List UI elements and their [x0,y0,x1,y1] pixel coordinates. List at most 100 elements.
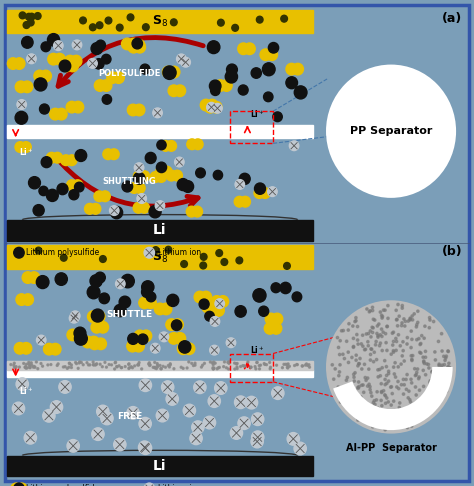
Circle shape [210,80,221,92]
Circle shape [285,364,287,365]
Circle shape [396,325,399,327]
Circle shape [440,332,443,335]
Circle shape [92,364,94,365]
Circle shape [156,172,166,182]
Circle shape [292,63,303,75]
Circle shape [67,180,77,191]
Circle shape [57,183,68,195]
Circle shape [367,345,369,347]
Circle shape [29,367,31,369]
Circle shape [383,309,385,312]
Circle shape [425,405,428,407]
Circle shape [390,404,392,406]
Circle shape [91,43,102,54]
Circle shape [221,80,232,91]
Circle shape [392,351,395,353]
Bar [7,220,313,241]
Circle shape [128,367,130,369]
Circle shape [134,365,136,367]
Circle shape [36,335,46,345]
Circle shape [130,366,132,368]
Circle shape [384,402,387,404]
Circle shape [306,363,308,365]
Circle shape [236,366,238,368]
Circle shape [113,72,124,84]
Circle shape [201,364,203,366]
Circle shape [418,376,420,378]
Circle shape [368,311,371,313]
Circle shape [134,39,145,51]
Circle shape [157,140,166,150]
Circle shape [371,406,373,408]
Circle shape [409,317,411,319]
Circle shape [137,364,139,366]
Circle shape [357,404,360,407]
Circle shape [95,364,97,365]
Circle shape [218,367,219,369]
Circle shape [160,368,162,370]
Circle shape [55,273,67,285]
Circle shape [215,299,225,309]
Circle shape [50,364,52,365]
Circle shape [357,386,359,389]
Circle shape [91,204,101,214]
Circle shape [356,405,358,408]
Circle shape [97,405,109,418]
Circle shape [349,408,352,411]
Circle shape [221,259,228,265]
Circle shape [173,368,175,370]
Circle shape [397,411,400,413]
Circle shape [357,363,360,365]
Circle shape [128,41,139,53]
Circle shape [162,166,172,177]
Circle shape [385,424,388,426]
Circle shape [397,303,399,306]
Circle shape [90,24,96,31]
Circle shape [121,38,133,50]
Circle shape [253,289,266,302]
Circle shape [90,275,102,287]
Circle shape [447,365,449,368]
Circle shape [296,364,298,365]
Circle shape [143,24,149,31]
Circle shape [174,332,186,344]
Circle shape [401,355,403,357]
Circle shape [410,382,413,384]
Circle shape [191,421,204,434]
Circle shape [121,366,123,368]
Circle shape [17,247,27,258]
Circle shape [8,58,18,69]
Circle shape [286,366,288,368]
Circle shape [41,156,52,168]
Circle shape [100,191,110,202]
Circle shape [212,368,214,370]
Circle shape [93,364,95,366]
Circle shape [275,364,277,366]
Circle shape [20,343,32,354]
Bar [7,370,313,377]
Circle shape [138,362,140,364]
Circle shape [167,364,169,366]
Circle shape [264,323,275,334]
Circle shape [283,262,290,269]
Circle shape [66,101,77,113]
Circle shape [116,366,118,368]
Circle shape [74,332,87,345]
Circle shape [395,349,397,351]
Circle shape [72,40,82,50]
Circle shape [425,414,428,416]
Circle shape [358,385,360,388]
Circle shape [394,376,397,378]
Circle shape [373,351,375,353]
Circle shape [154,367,156,369]
Circle shape [50,344,61,355]
Circle shape [338,392,340,395]
Circle shape [191,363,192,364]
Circle shape [352,346,355,348]
Circle shape [416,324,418,326]
Circle shape [256,362,258,364]
Circle shape [395,422,398,425]
Circle shape [120,366,122,368]
Circle shape [371,306,374,309]
Circle shape [268,42,279,53]
